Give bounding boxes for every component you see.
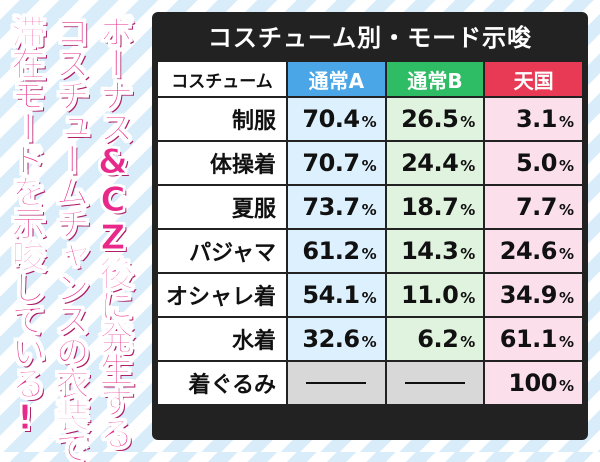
dash-mark [306,382,367,384]
header-normal-a: 通常A [288,62,385,96]
header-normal-b: 通常B [386,62,484,96]
table-row: パジャマ 61.2% 14.3% 24.6% [158,230,582,272]
percent-sign: % [558,113,574,131]
percent-sign: % [361,113,377,131]
value-cell-normal-b: 18.7% [386,186,484,228]
costume-mode-table: コスチューム 通常A 通常B 天国 制服 70.4% 26.5% 3.1% 体操着 70.… [156,60,584,406]
percent-sign: % [361,245,377,263]
percentage-value: 14.3 [401,237,459,265]
empty-cell-a [288,362,385,404]
percentage-value: 26.5 [401,105,459,133]
table-row: オシャレ着 54.1% 11.0% 34.9% [158,274,582,316]
percent-sign: % [558,201,574,219]
costume-mode-table-panel: コスチューム別・モード示唆 コスチューム 通常A 通常B 天国 制服 70.4% 2… [152,12,588,440]
percent-sign: % [558,377,574,395]
sidebar-caption: ボーナス&CZ後に発生する コスチュームチャンスの衣装で 滞在モードを示唆してい… [4,4,142,462]
costume-name: 制服 [158,98,286,140]
percent-sign: % [361,333,377,351]
percentage-value: 70.7 [302,149,360,177]
caption-line-2: コスチュームチャンスの衣装で [49,14,90,462]
costume-name: 水着 [158,318,286,360]
value-cell-heaven: 7.7% [485,186,582,228]
value-cell-normal-a: 32.6% [288,318,385,360]
percentage-value: 70.4 [302,105,360,133]
percentage-value: 61.2 [302,237,360,265]
percent-sign: % [460,201,476,219]
percent-sign: % [460,289,476,307]
table-row: 制服 70.4% 26.5% 3.1% [158,98,582,140]
costume-name: パジャマ [158,230,286,272]
header-costume: コスチューム [158,62,286,96]
value-cell-normal-b: 11.0% [386,274,484,316]
percentage-value: 61.1 [499,325,558,353]
table-row: 体操着 70.7% 24.4% 5.0% [158,142,582,184]
value-cell-heaven: 61.1% [485,318,582,360]
empty-cell-b [386,362,484,404]
percentage-value: 34.9 [499,281,558,309]
percentage-value: 7.7 [515,193,558,221]
percentage-value: 24.4 [401,149,459,177]
table-row: 水着 32.6% 6.2% 61.1% [158,318,582,360]
percent-sign: % [361,157,377,175]
percent-sign: % [558,333,574,351]
table-row: 着ぐるみ 100% [158,362,582,404]
header-heaven: 天国 [485,62,582,96]
value-cell-normal-b: 24.4% [386,142,484,184]
percentage-value: 5.0 [515,149,558,177]
percent-sign: % [460,245,476,263]
percentage-value: 73.7 [302,193,360,221]
value-cell-normal-b: 6.2% [386,318,484,360]
percent-sign: % [558,289,574,307]
costume-name: 夏服 [158,186,286,228]
value-cell-normal-a: 54.1% [288,274,385,316]
percent-sign: % [361,201,377,219]
value-cell-normal-b: 26.5% [386,98,484,140]
percent-sign: % [558,157,574,175]
value-cell-normal-a: 70.4% [288,98,385,140]
percent-sign: % [460,333,476,351]
table-title: コスチューム別・モード示唆 [207,23,533,52]
percentage-value: 3.1 [515,105,558,133]
dash-mark [404,382,465,384]
value-cell-heaven: 34.9% [485,274,582,316]
percentage-value: 18.7 [401,193,459,221]
value-cell-normal-a: 73.7% [288,186,385,228]
costume-name: 体操着 [158,142,286,184]
value-cell-normal-a: 61.2% [288,230,385,272]
percentage-value: 11.0 [401,281,459,309]
percent-sign: % [460,113,476,131]
value-cell-heaven: 100% [485,362,582,404]
percent-sign: % [460,157,476,175]
value-cell-normal-b: 14.3% [386,230,484,272]
table-header-row: コスチューム 通常A 通常B 天国 [158,62,582,96]
caption-line-3: 滞在モードを示唆している! [5,14,46,437]
percentage-value: 32.6 [302,325,360,353]
value-cell-normal-a: 70.7% [288,142,385,184]
caption-line-1: ボーナス&CZ後に発生する [93,14,134,449]
percentage-value: 100 [508,369,557,397]
table-row: 夏服 73.7% 18.7% 7.7% [158,186,582,228]
value-cell-heaven: 24.6% [485,230,582,272]
value-cell-heaven: 3.1% [485,98,582,140]
percentage-value: 24.6 [499,237,558,265]
value-cell-heaven: 5.0% [485,142,582,184]
percent-sign: % [361,289,377,307]
percent-sign: % [558,245,574,263]
costume-name: 着ぐるみ [158,362,286,404]
costume-name: オシャレ着 [158,274,286,316]
percentage-value: 54.1 [302,281,360,309]
percentage-value: 6.2 [417,325,459,353]
